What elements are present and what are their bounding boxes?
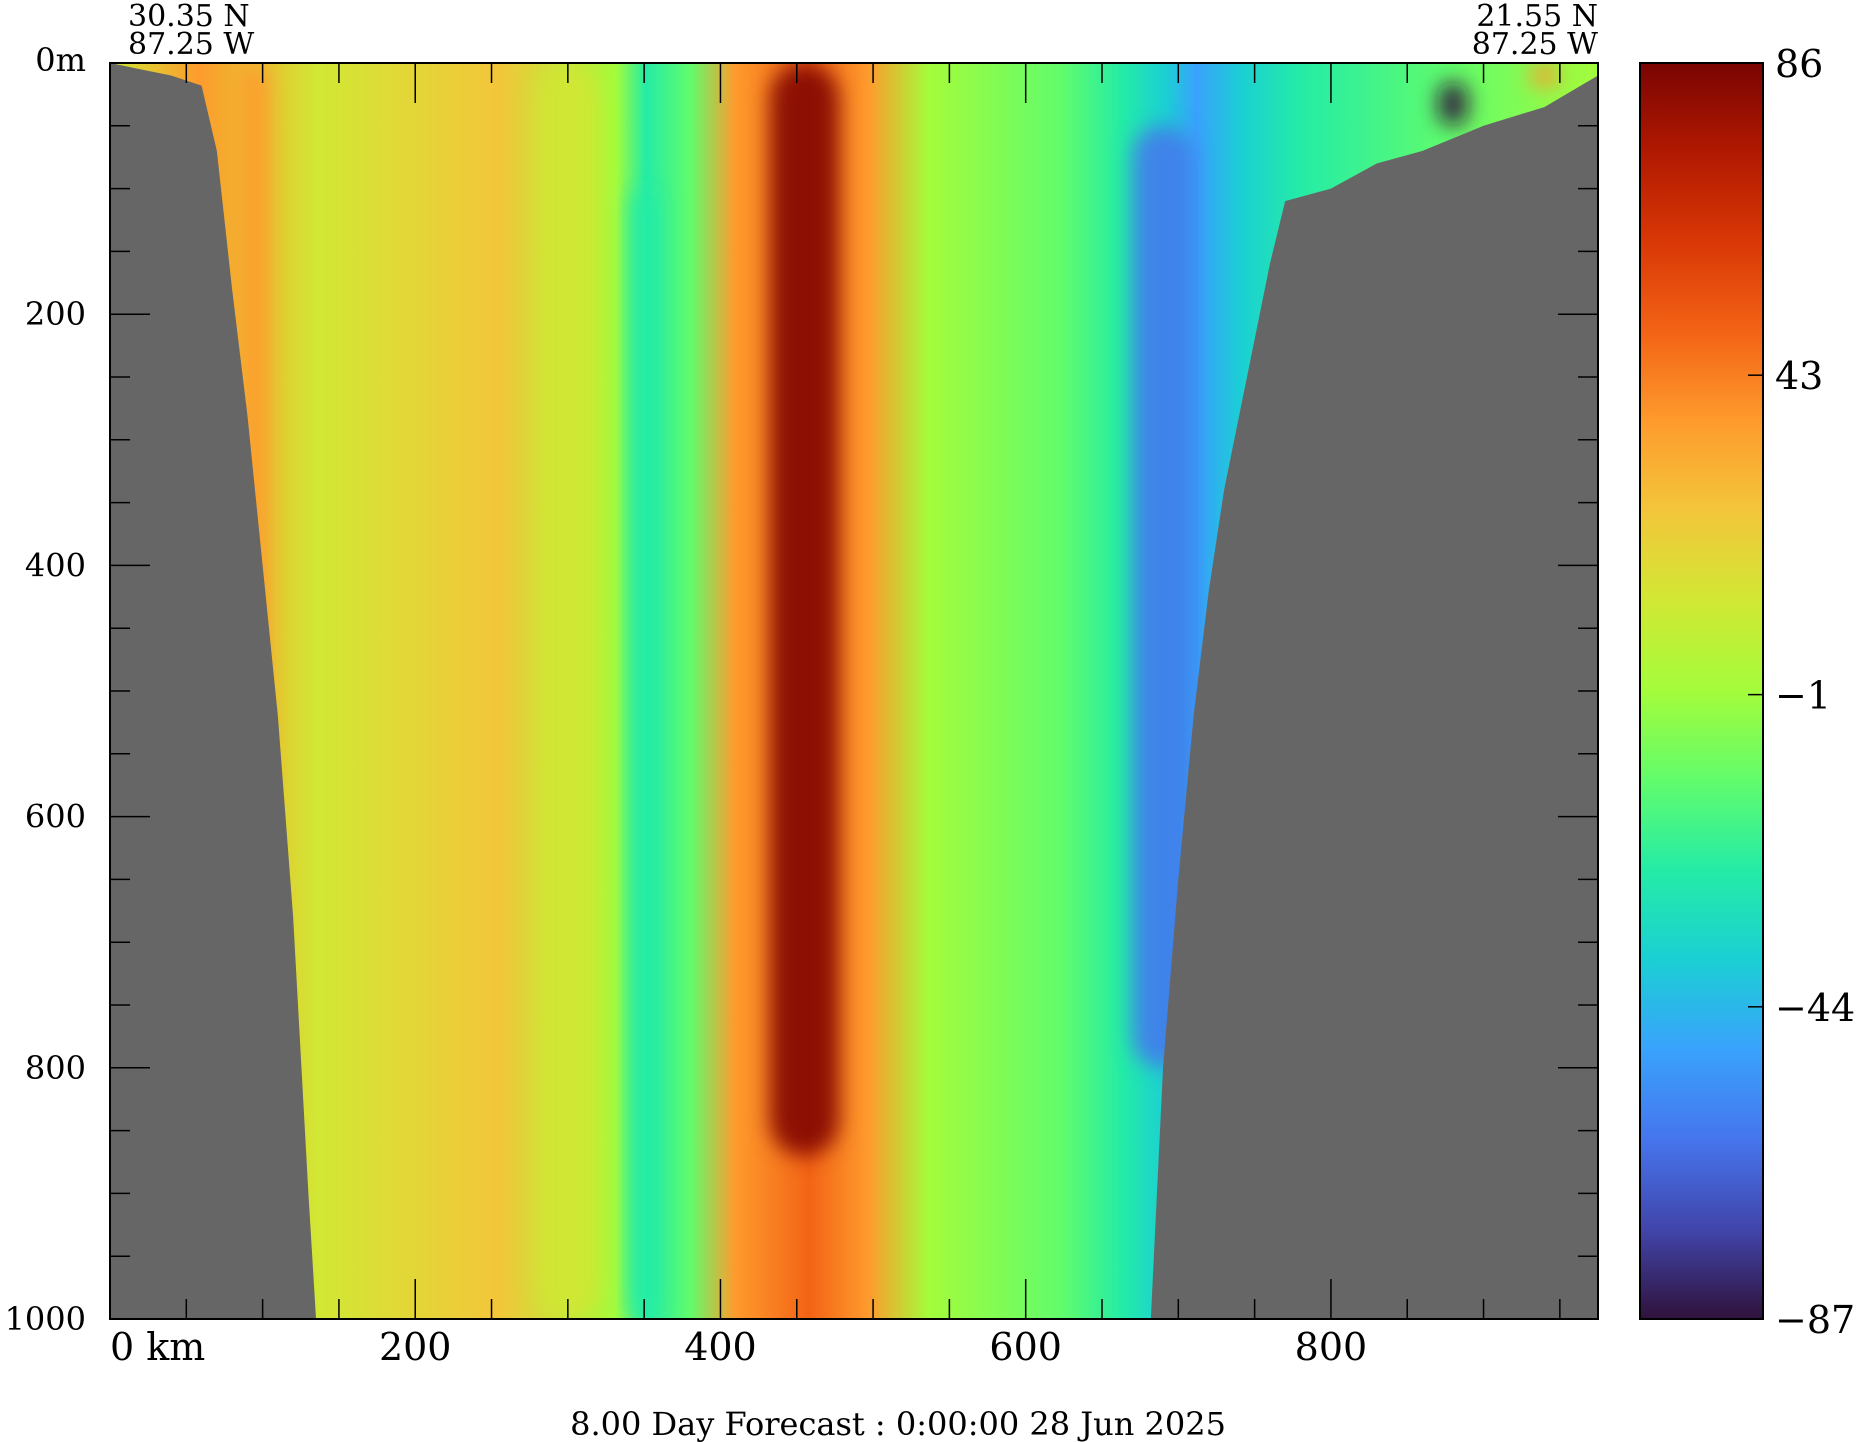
x-tick-label: 800 [1295, 1325, 1368, 1369]
colorbar-tick-label: 86 [1775, 42, 1823, 86]
y-tick-label: 400 [25, 546, 86, 584]
colorbar-ticks: 86 43 −1 −44 −87 [1748, 42, 1855, 1342]
y-tick-label: 800 [25, 1049, 86, 1087]
land-left [110, 63, 317, 1319]
field-feature-6 [1529, 63, 1560, 89]
x-tick-label: 600 [989, 1325, 1062, 1369]
chart-title: 8.00 Day Forecast : 0:00:00 28 Jun 2025 [570, 1405, 1226, 1442]
axis-ticks [109, 62, 1598, 1320]
x-tick-label: 0 km [110, 1325, 205, 1369]
field-feature-4 [1132, 125, 1194, 1068]
feature-layer [239, 63, 1560, 1319]
x-axis-labels: 0 km 200 400 600 800 [110, 1325, 1367, 1369]
colorbar [1639, 62, 1764, 1320]
field-feature-5 [1437, 81, 1469, 126]
x-tick-label: 200 [379, 1325, 452, 1369]
right-endpoint-lon: 87.25 W [1472, 27, 1598, 62]
y-tick-label: 0m [35, 41, 86, 79]
field-feature-0 [770, 63, 839, 1156]
right-endpoint-lat: 21.55 N [1476, 0, 1598, 34]
land-right [1150, 63, 1598, 1319]
left-endpoint-lat: 30.35 N [128, 0, 250, 34]
y-tick-label: 200 [25, 295, 86, 333]
colorbar-tick-label: −44 [1775, 986, 1855, 1030]
field-feature-3 [628, 188, 660, 1319]
y-tick-label: 1000 [5, 1300, 86, 1338]
left-endpoint-lon: 87.25 W [128, 27, 254, 62]
x-tick-label: 400 [684, 1325, 757, 1369]
plot-area [110, 63, 1598, 1319]
colorbar-tick-label: −1 [1775, 674, 1831, 718]
colorbar-tick-label: 43 [1775, 354, 1823, 398]
y-tick-label: 600 [25, 798, 86, 836]
y-axis-labels: 0m 200 400 600 800 1000 [5, 41, 86, 1338]
colorbar-tick-label: −87 [1775, 1298, 1855, 1342]
field-feature-2 [537, 63, 599, 1319]
